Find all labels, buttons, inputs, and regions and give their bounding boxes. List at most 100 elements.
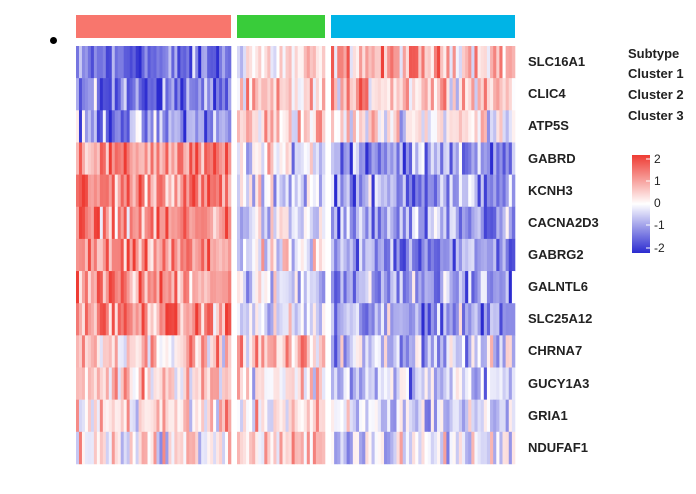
heatmap-cell — [93, 206, 98, 240]
heatmap-cell — [108, 78, 113, 111]
heatmap-cell — [258, 238, 262, 272]
heatmap-cell — [252, 142, 256, 175]
heatmap-cell — [135, 206, 139, 240]
heatmap-cell — [343, 335, 347, 368]
heatmap-cell — [174, 238, 178, 272]
heatmap-cell — [96, 335, 101, 368]
heatmap-cell — [337, 431, 341, 465]
heatmap-cell — [499, 335, 503, 368]
heatmap-cell — [412, 367, 416, 400]
heatmap-cell — [282, 110, 286, 143]
heatmap-cell — [228, 271, 232, 304]
heatmap-cell — [180, 78, 184, 111]
heatmap-cell — [201, 303, 205, 336]
heatmap-cell — [174, 335, 178, 368]
heatmap-cell — [210, 206, 214, 240]
heatmap-cell — [84, 399, 89, 433]
heatmap-cell — [412, 431, 416, 465]
heatmap-cell — [480, 303, 485, 336]
heatmap-cell — [147, 206, 151, 240]
heatmap-cell — [84, 431, 89, 465]
heatmap-cell — [204, 303, 208, 336]
heatmap-cell — [261, 431, 265, 465]
heatmap-cell — [402, 335, 407, 368]
heatmap-cell — [421, 206, 425, 240]
heatmap-cell — [76, 142, 80, 175]
heatmap-cell — [207, 110, 211, 143]
heatmap-cell — [508, 110, 513, 143]
heatmap-cell — [337, 303, 341, 336]
heatmap-cell — [87, 110, 92, 143]
heatmap-cell — [270, 335, 274, 368]
heatmap-cell — [291, 238, 295, 272]
heatmap-cell — [120, 335, 124, 368]
heatmap-cell — [458, 271, 463, 304]
heatmap-cell — [309, 431, 314, 465]
heatmap-cell — [237, 431, 241, 465]
heatmap-cell — [493, 78, 497, 111]
heatmap-cell — [222, 335, 226, 368]
heatmap-cell — [300, 46, 305, 79]
legend-entry: Cluster 3 — [628, 108, 684, 123]
heatmap-cell — [318, 142, 323, 175]
heatmap-cell — [273, 335, 277, 368]
gene-label: CHRNA7 — [528, 343, 583, 359]
heatmap-cell — [371, 174, 375, 208]
heatmap-cell — [207, 206, 211, 240]
heatmap-cell — [144, 206, 148, 240]
heatmap-cell — [440, 142, 444, 175]
heatmap-cell — [84, 303, 89, 336]
heatmap-cell — [371, 431, 375, 465]
heatmap-cell — [471, 271, 475, 304]
heatmap-cell — [393, 335, 397, 368]
heatmap-cell — [105, 46, 110, 79]
heatmap-cell — [171, 399, 175, 433]
heatmap-cell — [412, 110, 416, 143]
heatmap-cell — [207, 399, 211, 433]
heatmap-cell — [297, 335, 302, 368]
heatmap-cell — [222, 399, 226, 433]
heatmap-cell — [180, 335, 184, 368]
heatmap-cell — [195, 110, 199, 143]
heatmap-cell — [334, 46, 338, 79]
heatmap-cell — [213, 78, 217, 111]
heatmap-cell — [377, 110, 382, 143]
heatmap-cell — [396, 271, 400, 304]
heatmap-cell — [490, 78, 494, 111]
heatmap-cell — [418, 431, 422, 465]
heatmap-cell — [371, 206, 375, 240]
heatmap-cell — [402, 238, 407, 272]
heatmap-cell — [264, 206, 268, 240]
heatmap-cell — [390, 174, 394, 208]
heatmap-cell — [412, 174, 416, 208]
heatmap-cell — [219, 367, 223, 400]
heatmap-cell — [126, 206, 130, 240]
heatmap-cell — [408, 335, 413, 368]
heatmap-cell — [437, 142, 441, 175]
heatmap-cell — [455, 238, 460, 272]
heatmap-cell — [315, 46, 320, 79]
heatmap-cell — [147, 431, 151, 465]
heatmap-cell — [390, 110, 394, 143]
heatmap-cell — [390, 335, 394, 368]
heatmap-cell — [147, 142, 151, 175]
heatmap-cell — [402, 367, 407, 400]
heatmap-cell — [334, 238, 338, 272]
heatmap-cell — [201, 367, 205, 400]
heatmap-cell — [165, 271, 169, 304]
heatmap-cell — [490, 206, 494, 240]
heatmap-cell — [264, 431, 268, 465]
heatmap-cell — [318, 303, 323, 336]
heatmap-cell — [493, 174, 497, 208]
heatmap-cell — [300, 399, 305, 433]
heatmap-cell — [337, 335, 341, 368]
heatmap-cell — [84, 271, 89, 304]
heatmap-cell — [171, 46, 175, 79]
heatmap-cell — [186, 142, 190, 175]
heatmap-cell — [452, 206, 457, 240]
heatmap-cell — [255, 303, 259, 336]
heatmap-cell — [261, 46, 265, 79]
heatmap-cell — [111, 431, 116, 465]
heatmap-cell — [499, 271, 503, 304]
heatmap-cell — [312, 367, 317, 400]
